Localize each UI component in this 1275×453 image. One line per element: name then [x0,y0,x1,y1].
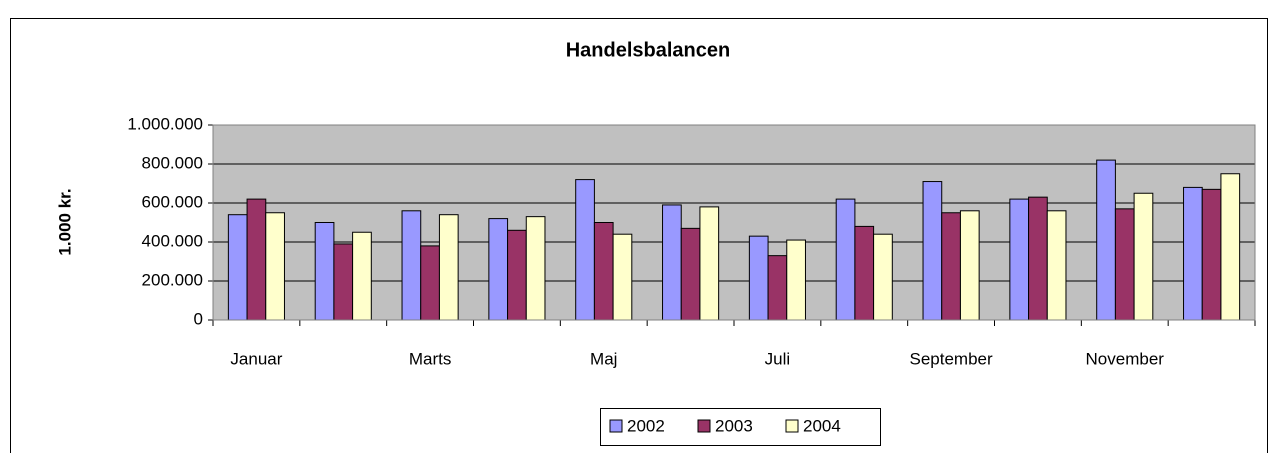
bar [575,179,595,321]
legend-swatch [785,419,799,433]
bar [699,206,720,321]
bar [593,222,614,321]
bar [488,218,509,321]
legend-label: 2003 [715,416,753,435]
bar [525,216,546,321]
plot-border [212,124,1256,321]
bar [922,181,943,321]
chart-title: Handelsbalancen [566,39,731,61]
y-tick-label: 0 [194,309,203,328]
bar [767,255,788,321]
y-axis-label: 1.000 kr. [55,188,74,255]
y-tick-label: 200.000 [142,270,203,289]
bar [352,231,372,321]
y-tick-label: 1.000.000 [127,114,203,133]
bar [1183,186,1203,321]
bar [246,198,267,321]
legend-swatch [609,419,623,433]
x-tick-label: Juli [765,349,791,368]
x-tick-label: Januar [230,349,282,368]
bar [507,229,527,321]
y-tick-label: 800.000 [142,153,203,172]
bar [333,243,354,321]
bar [959,210,980,321]
bar [786,239,806,321]
legend-label: 2004 [803,416,841,435]
plot-area [213,125,1255,320]
bar [873,233,893,321]
bar [401,210,422,321]
legend-swatch [697,419,711,433]
y-tick-label: 400.000 [142,231,203,250]
bar [1114,208,1135,321]
bar [612,233,633,321]
legend-label: 2002 [627,416,665,435]
x-tick-label: November [1086,349,1165,368]
bar [835,198,856,321]
bar [1046,210,1067,321]
bar [1201,188,1222,321]
bar [748,235,769,321]
bar [438,214,459,321]
x-tick-label: Marts [409,349,452,368]
bar [1028,196,1048,321]
bar [680,227,701,321]
bar [1133,192,1154,321]
bar [1220,173,1241,321]
bar [227,214,248,321]
bar [1096,159,1116,321]
bar [662,204,682,321]
bar [265,212,285,321]
bar [314,222,335,321]
legend [600,408,881,446]
bar [854,225,875,321]
x-tick-label: Maj [590,349,617,368]
bar [420,245,440,321]
y-tick-label: 600.000 [142,192,203,211]
x-tick-label: September [909,349,992,368]
bar [941,212,961,321]
bar [1009,198,1030,321]
